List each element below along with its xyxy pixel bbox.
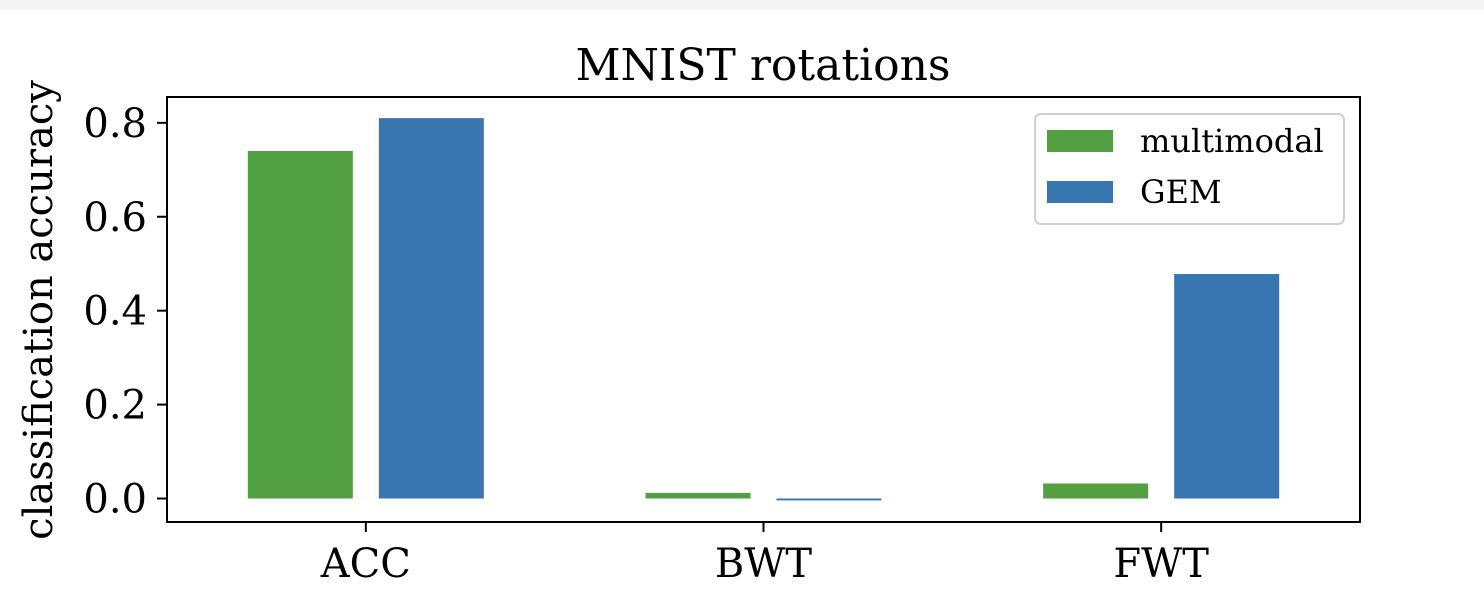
legend-label-multimodal: multimodal	[1140, 122, 1324, 160]
y-tick-label: 0.6	[83, 195, 147, 241]
y-tick-label: 0.2	[83, 383, 147, 429]
y-axis: 0.0 0.2 0.4 0.6 0.8	[83, 101, 167, 523]
chart-title: MNIST rotations	[575, 40, 950, 91]
y-tick-label: 0.4	[83, 289, 147, 335]
bar-gem-bwt	[776, 498, 882, 501]
bar-gem-acc	[378, 118, 484, 499]
bar-gem-fwt	[1174, 274, 1280, 499]
bars-group	[247, 118, 1280, 501]
x-axis: ACC BWT FWT	[320, 522, 1209, 587]
y-axis-label: classification accuracy	[16, 80, 62, 540]
bar-multimodal-bwt	[645, 492, 751, 499]
x-tick-label-bwt: BWT	[715, 541, 813, 587]
bar-multimodal-fwt	[1043, 483, 1149, 499]
bar-multimodal-acc	[247, 151, 353, 499]
y-tick-label: 0.8	[83, 101, 147, 147]
legend-swatch-multimodal	[1047, 130, 1113, 152]
legend: multimodal GEM	[1034, 113, 1345, 225]
x-tick-label-acc: ACC	[320, 541, 411, 587]
legend-label-gem: GEM	[1140, 173, 1222, 211]
x-tick-label-fwt: FWT	[1113, 541, 1209, 587]
y-tick-label: 0.0	[83, 477, 147, 523]
plot-frame	[166, 96, 1361, 523]
top-strip	[0, 0, 1484, 10]
legend-swatch-gem	[1047, 181, 1113, 203]
